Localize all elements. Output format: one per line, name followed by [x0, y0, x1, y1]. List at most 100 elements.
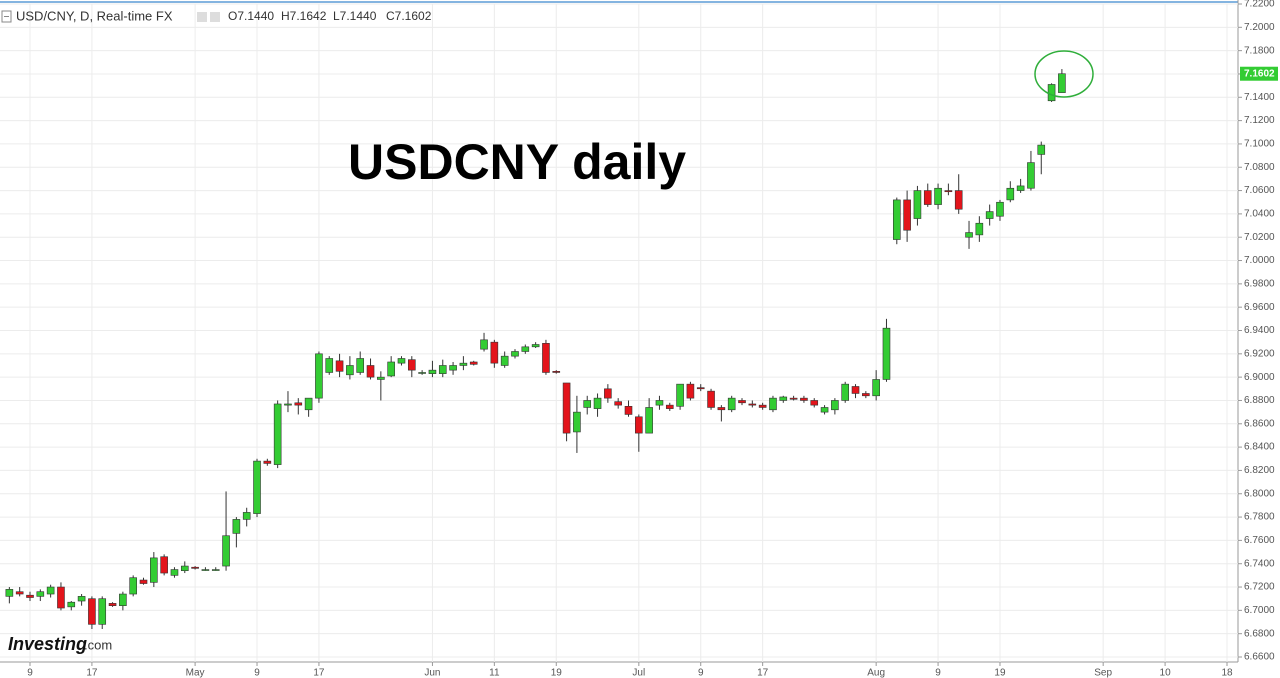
candle-body: [882, 327, 891, 380]
candle-body: [511, 351, 519, 357]
candle-body: [284, 403, 292, 406]
candle-body: [366, 365, 375, 378]
candle-body: [294, 402, 303, 406]
candle-body: [665, 404, 674, 409]
candle-body: [139, 579, 148, 584]
logo-domain: .com: [84, 637, 112, 652]
ohlc-value: L7.1440: [333, 9, 377, 23]
candle-body: [552, 371, 561, 373]
y-tick-label: 6.7400: [1244, 558, 1275, 569]
candle-body: [562, 382, 571, 434]
highlight-circle: [1034, 50, 1094, 98]
candle-body: [15, 591, 24, 595]
x-tick-label: 9: [27, 668, 33, 678]
candle-body: [335, 360, 344, 372]
y-tick-label: 7.1200: [1244, 115, 1275, 126]
candle-body: [346, 365, 354, 376]
collapse-icon: [1, 10, 12, 23]
candle-body: [150, 557, 158, 583]
candle-body: [717, 407, 726, 411]
y-tick-label: 7.0800: [1244, 162, 1275, 173]
candle-body: [1037, 144, 1046, 155]
candle-body: [180, 565, 189, 572]
candle-body: [738, 400, 746, 404]
x-tick-label: 17: [757, 668, 769, 678]
candle-body: [263, 460, 272, 464]
candle-body: [655, 400, 664, 406]
candle-body: [727, 397, 736, 411]
candle-body: [542, 343, 550, 373]
y-tick-label: 7.2000: [1244, 22, 1275, 33]
candle-body: [676, 383, 684, 407]
candle-body: [707, 390, 715, 408]
candle-body: [965, 232, 973, 238]
candle-body: [696, 387, 705, 390]
candle-body: [377, 376, 385, 380]
y-tick-label: 6.8200: [1244, 465, 1275, 476]
y-tick-label: 6.9000: [1244, 372, 1275, 383]
candle-body: [253, 460, 261, 514]
candle-body: [315, 353, 323, 399]
x-tick-label: Jul: [632, 668, 645, 678]
ohlc-header: O7.1440 H7.1642 L7.1440 C7.1602: [228, 9, 432, 23]
candle-body: [1006, 187, 1015, 201]
candle-body: [789, 397, 798, 400]
candle-body: [5, 589, 14, 597]
candle-body: [820, 407, 829, 413]
candle-body: [397, 358, 406, 364]
candle-body: [304, 397, 313, 411]
candle-body: [903, 199, 911, 231]
ohlc-value: H7.1642: [281, 9, 327, 23]
candle-body: [841, 383, 849, 401]
x-tick-label: 9: [254, 668, 260, 678]
candle-body: [325, 358, 334, 373]
candle-body: [521, 346, 530, 352]
candle-body: [800, 397, 808, 401]
x-tick-label: 11: [489, 668, 500, 678]
x-tick-label: 18: [1221, 668, 1233, 678]
candle-body: [1027, 162, 1035, 189]
candle-body: [119, 593, 127, 606]
candle-body: [913, 190, 922, 219]
candle-body: [686, 383, 695, 399]
y-tick-label: 7.0600: [1244, 185, 1275, 196]
candle-body: [748, 403, 757, 406]
candle-body: [831, 400, 839, 411]
y-tick-label: 7.0000: [1244, 255, 1275, 266]
candle-body: [129, 577, 137, 595]
y-tick-label: 6.8800: [1244, 395, 1275, 406]
y-tick-label: 7.1400: [1244, 92, 1275, 103]
candle-body: [356, 358, 365, 373]
last-price-label: 7.1602: [1244, 68, 1275, 79]
candle-body: [170, 569, 179, 576]
ohlc-value: O7.1440: [228, 9, 274, 23]
candle-body: [954, 190, 963, 210]
y-tick-label: 6.7000: [1244, 605, 1275, 616]
candle-body: [500, 355, 509, 366]
candle-body: [232, 519, 241, 534]
candle-body: [57, 586, 65, 609]
x-tick-label: 9: [698, 668, 704, 678]
candle-body: [944, 190, 953, 193]
candle-body: [459, 362, 468, 366]
candle-body: [98, 598, 107, 625]
candle-body: [531, 344, 540, 348]
y-tick-label: 6.8400: [1244, 442, 1275, 453]
candle-body: [387, 361, 395, 377]
y-tick-label: 6.7600: [1244, 535, 1275, 546]
candle-body: [191, 566, 199, 569]
x-tick-label: 19: [551, 668, 563, 678]
x-tick-label: May: [186, 668, 205, 678]
candle-body: [211, 569, 220, 571]
candle-body: [222, 535, 230, 567]
candle-body: [88, 598, 96, 625]
candle-body: [996, 201, 1004, 217]
candle-body: [862, 393, 870, 397]
candle-body: [1058, 73, 1066, 93]
candle-body: [934, 187, 942, 205]
y-tick-label: 6.9800: [1244, 278, 1275, 289]
last-price-tag: [1240, 66, 1278, 81]
x-tick-label: Aug: [867, 668, 885, 678]
candle-body: [108, 603, 117, 606]
